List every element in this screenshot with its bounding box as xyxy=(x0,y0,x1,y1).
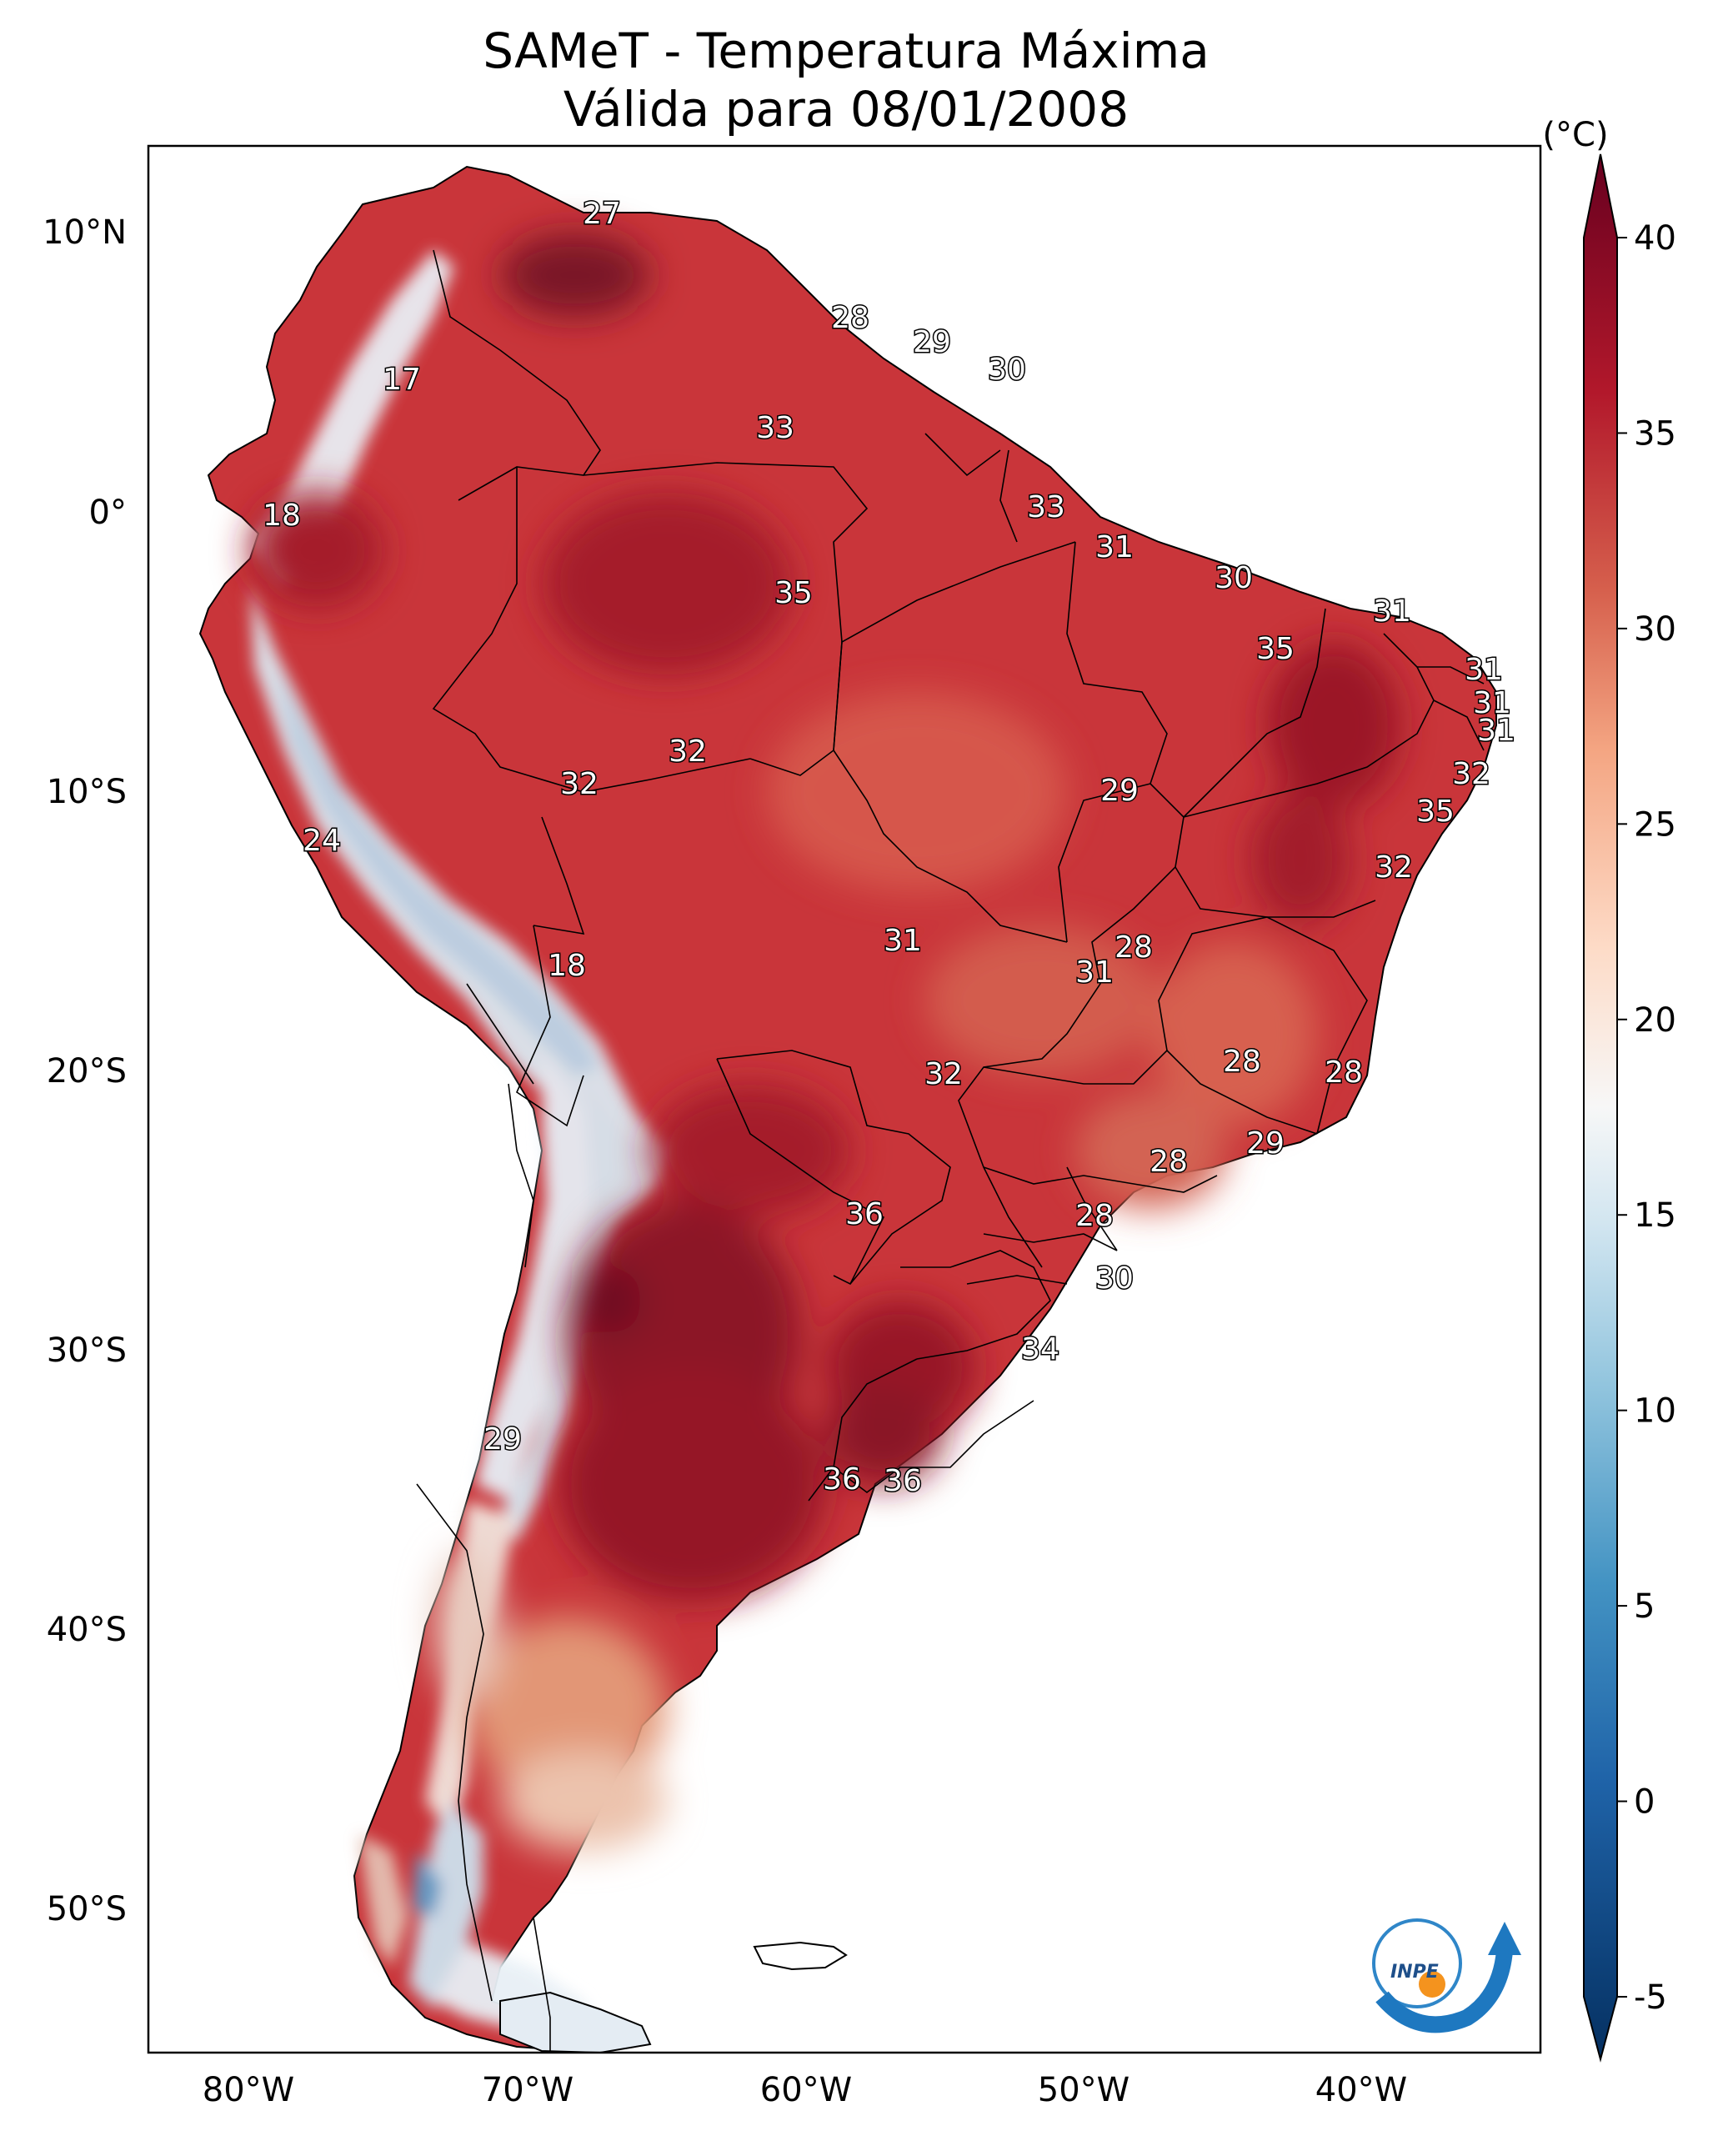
city-value: 28 xyxy=(1223,1045,1261,1079)
city-value: 34 xyxy=(1021,1332,1059,1366)
colorbar-tick-label: 30 xyxy=(1634,610,1676,649)
city-value: 28 xyxy=(1150,1145,1188,1179)
lon-label: 60°W xyxy=(760,2071,852,2109)
city-value: 31 xyxy=(1477,714,1515,748)
colorbar-tick-label: 10 xyxy=(1634,1392,1676,1431)
lat-label: 40°S xyxy=(47,1611,127,1649)
city-value: 29 xyxy=(483,1422,522,1457)
lat-label: 10°N xyxy=(43,213,127,252)
city-value: 17 xyxy=(383,363,421,397)
city-value: 32 xyxy=(560,767,599,801)
city-value: 30 xyxy=(1095,1261,1134,1296)
city-value: 29 xyxy=(913,325,951,359)
city-value: 31 xyxy=(1473,686,1511,720)
city-value: 31 xyxy=(1075,955,1114,990)
city-value: 33 xyxy=(756,411,794,445)
political-borders xyxy=(416,249,1485,2051)
lon-label: 40°W xyxy=(1315,2071,1407,2109)
city-value: 35 xyxy=(1416,795,1455,829)
city-value: 30 xyxy=(988,353,1026,387)
city-value: 36 xyxy=(823,1462,861,1497)
city-value: 29 xyxy=(1246,1126,1285,1161)
city-value: 33 xyxy=(1027,490,1065,524)
warm-anomalies xyxy=(250,233,1400,1851)
city-value: 27 xyxy=(583,197,621,231)
colorbar: (°C) 40 35 30 25 20 15 10 5 0 -5 xyxy=(1542,116,1676,2063)
city-value: 31 xyxy=(884,924,922,958)
city-value: 36 xyxy=(845,1197,884,1231)
city-value: 35 xyxy=(1256,632,1295,666)
tierra-del-fuego xyxy=(499,1991,652,2053)
colorbar-tick-label: 40 xyxy=(1634,219,1676,258)
city-value: 28 xyxy=(1114,930,1153,965)
city-value: 28 xyxy=(1075,1199,1114,1233)
city-value: 32 xyxy=(924,1057,963,1091)
city-value: 32 xyxy=(1375,850,1413,885)
city-value: 28 xyxy=(1325,1055,1363,1090)
city-value: 31 xyxy=(1373,594,1411,629)
colorbar-tick-label: 5 xyxy=(1634,1587,1655,1626)
lat-label: 0° xyxy=(89,494,127,532)
city-value: 18 xyxy=(548,949,586,983)
map-title-line-1: SAMeT - Temperatura Máxima xyxy=(483,23,1210,79)
city-value: 30 xyxy=(1215,561,1253,595)
city-value: 24 xyxy=(303,824,341,858)
lon-label: 70°W xyxy=(482,2071,573,2109)
city-value: 28 xyxy=(831,301,869,335)
colorbar-ticks: 40 35 30 25 20 15 10 5 0 -5 xyxy=(1617,219,1676,2017)
city-value: 35 xyxy=(774,576,813,610)
colorbar-tick-label: 0 xyxy=(1634,1783,1655,1822)
temperature-field xyxy=(198,165,1497,2053)
inpe-logo: INPE xyxy=(1372,1918,1521,2033)
lat-label: 50°S xyxy=(47,1890,127,1928)
city-value: 31 xyxy=(1095,530,1134,564)
colorbar-tick-label: 35 xyxy=(1634,414,1676,453)
lat-label: 10°S xyxy=(47,773,127,811)
city-value: 31 xyxy=(1465,653,1503,687)
city-value: 36 xyxy=(884,1464,922,1498)
city-temperature-labels: 27 17 28 29 30 33 18 33 31 30 35 31 35 3… xyxy=(262,196,1517,1500)
city-value: 32 xyxy=(669,735,707,769)
colorbar-tick-label: -5 xyxy=(1634,1978,1667,2017)
colorbar-tick-label: 25 xyxy=(1634,805,1676,844)
continent-landmass xyxy=(198,165,1497,2053)
lon-label: 80°W xyxy=(203,2071,294,2109)
lat-label: 30°S xyxy=(47,1331,127,1370)
falkland-islands xyxy=(753,1941,848,1971)
colorbar-tick-label: 20 xyxy=(1634,1001,1676,1040)
colorbar-body xyxy=(1583,153,1618,2063)
city-value: 18 xyxy=(263,499,301,533)
map-title-line-2: Válida para 08/01/2008 xyxy=(563,81,1129,138)
colorbar-unit-label: (°C) xyxy=(1542,116,1608,154)
inpe-logo-text: INPE xyxy=(1390,1962,1439,1983)
lat-label: 20°S xyxy=(47,1052,127,1091)
city-value: 32 xyxy=(1452,757,1490,791)
latitude-labels: 10°N 0° 10°S 20°S 30°S 40°S 50°S xyxy=(43,213,127,1928)
map-frame xyxy=(147,144,1542,2054)
city-value: 29 xyxy=(1100,774,1139,808)
lon-label: 50°W xyxy=(1038,2071,1129,2109)
longitude-labels: 80°W 70°W 60°W 50°W 40°W xyxy=(203,2071,1407,2109)
colorbar-tick-label: 15 xyxy=(1634,1196,1676,1235)
